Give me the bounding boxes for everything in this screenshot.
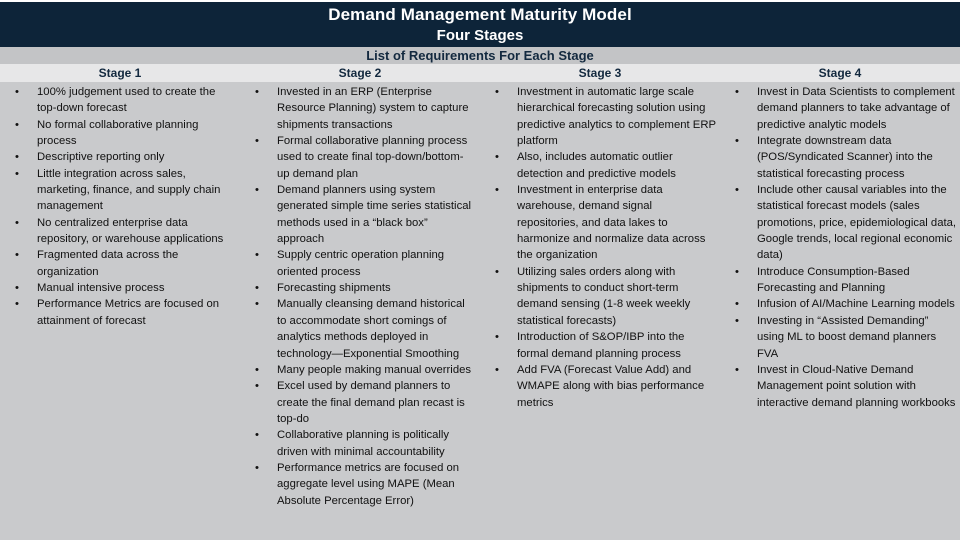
- list-item: Utilizing sales orders along with shipme…: [480, 264, 718, 329]
- list-item: Fragmented data across the organization: [0, 247, 238, 280]
- list-item: Introduce Consumption-Based Forecasting …: [720, 264, 958, 297]
- page-title: Demand Management Maturity Model: [328, 5, 632, 24]
- stage-column-2: Invested in an ERP (Enterprise Resource …: [240, 82, 480, 540]
- requirements-band-label: List of Requirements For Each Stage: [0, 47, 960, 64]
- list-item: Collaborative planning is politically dr…: [240, 427, 478, 460]
- list-item: Invest in Data Scientists to complement …: [720, 84, 958, 133]
- list-item: Demand planners using system generated s…: [240, 182, 478, 247]
- list-item: Supply centric operation planning orient…: [240, 247, 478, 280]
- list-item: Formal collaborative planning process us…: [240, 133, 478, 182]
- page-subtitle: Four Stages: [436, 27, 524, 44]
- list-item: Infusion of AI/Machine Learning models: [720, 296, 958, 313]
- list-item: No centralized enterprise data repositor…: [0, 215, 238, 248]
- list-item: Little integration across sales, marketi…: [0, 166, 238, 215]
- title-band: Demand Management Maturity Model Four St…: [0, 2, 960, 47]
- stage-3-list: Investment in automatic large scale hier…: [480, 84, 718, 411]
- list-item: Manual intensive process: [0, 280, 238, 297]
- list-item: 100% judgement used to create the top-do…: [0, 84, 238, 117]
- stage-columns-container: 100% judgement used to create the top-do…: [0, 82, 960, 540]
- stage-header-2: Stage 2: [338, 66, 382, 80]
- list-item: Forecasting shipments: [240, 280, 478, 297]
- list-item: Investment in automatic large scale hier…: [480, 84, 718, 149]
- list-item: No formal collaborative planning process: [0, 117, 238, 150]
- stage-4-list: Invest in Data Scientists to complement …: [720, 84, 958, 411]
- stage-header-row: Stage 1 Stage 2 Stage 3 Stage 4: [0, 64, 960, 82]
- stage-column-3: Investment in automatic large scale hier…: [480, 82, 720, 540]
- list-item: Excel used by demand planners to create …: [240, 378, 478, 427]
- list-item: Investing in “Assisted Demanding” using …: [720, 313, 958, 362]
- list-item: Manually cleansing demand historical to …: [240, 296, 478, 361]
- stage-1-list: 100% judgement used to create the top-do…: [0, 84, 238, 329]
- stage-header-3: Stage 3: [578, 66, 622, 80]
- list-item: Many people making manual overrides: [240, 362, 478, 379]
- list-item: Integrate downstream data (POS/Syndicate…: [720, 133, 958, 182]
- stage-column-1: 100% judgement used to create the top-do…: [0, 82, 240, 540]
- list-item: Investment in enterprise data warehouse,…: [480, 182, 718, 264]
- stage-2-list: Invested in an ERP (Enterprise Resource …: [240, 84, 478, 509]
- list-item: Performance Metrics are focused on attai…: [0, 296, 238, 329]
- list-item: Also, includes automatic outlier detecti…: [480, 149, 718, 182]
- list-item: Invested in an ERP (Enterprise Resource …: [240, 84, 478, 133]
- list-item: Invest in Cloud-Native Demand Management…: [720, 362, 958, 411]
- list-item: Include other causal variables into the …: [720, 182, 958, 264]
- list-item: Introduction of S&OP/IBP into the formal…: [480, 329, 718, 362]
- list-item: Performance metrics are focused on aggre…: [240, 460, 478, 509]
- list-item: Descriptive reporting only: [0, 149, 238, 166]
- stage-header-4: Stage 4: [818, 66, 862, 80]
- stage-header-1: Stage 1: [98, 66, 142, 80]
- list-item: Add FVA (Forecast Value Add) and WMAPE a…: [480, 362, 718, 411]
- stage-column-4: Invest in Data Scientists to complement …: [720, 82, 960, 540]
